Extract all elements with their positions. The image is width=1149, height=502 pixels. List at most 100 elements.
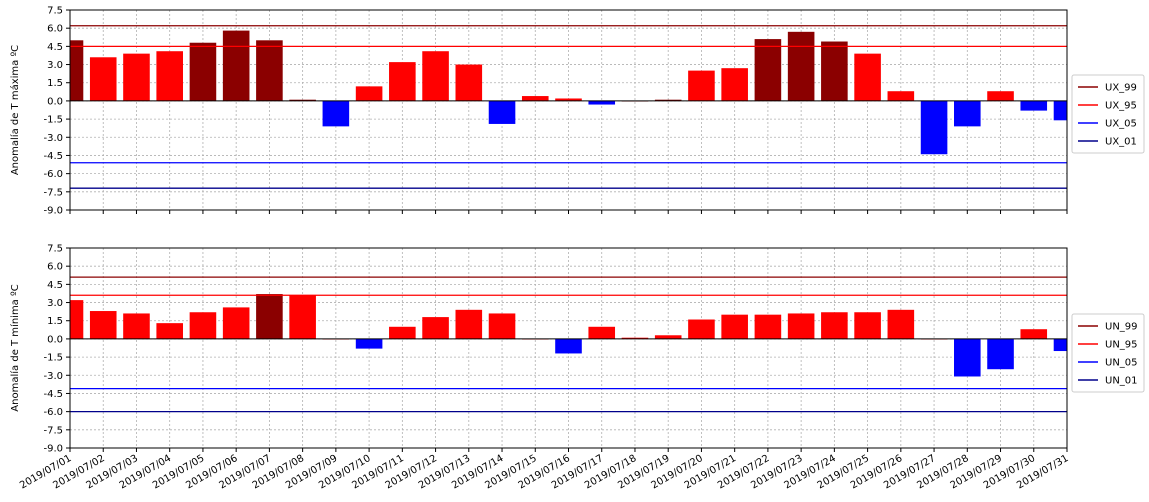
- legend-label-UN_05: UN_05: [1105, 358, 1138, 369]
- bar-2019/07/05: [189, 312, 217, 339]
- y-tick-label: -7.5: [43, 187, 63, 198]
- bar-2019/07/20: [688, 319, 715, 339]
- bar-2019/07/22: [754, 39, 782, 101]
- legend-label-UX_99: UX_99: [1105, 83, 1137, 94]
- bar-2019/07/01: [70, 40, 84, 101]
- bar-2019/07/17: [588, 326, 616, 339]
- bar-2019/07/25: [854, 53, 881, 101]
- bar-2019/07/04: [156, 51, 183, 101]
- bar-2019/07/14: [488, 100, 516, 124]
- bar-2019/07/03: [123, 53, 150, 101]
- bar-2019/07/29: [987, 91, 1014, 101]
- bar-2019/07/19: [654, 335, 682, 339]
- bars-group: [70, 30, 1067, 155]
- y-tick-label: 3.0: [47, 60, 63, 71]
- bar-2019/07/26: [887, 91, 915, 101]
- legend-label-UX_95: UX_95: [1105, 101, 1137, 112]
- legend-label-UX_05: UX_05: [1105, 119, 1137, 130]
- y-tick-label: 4.5: [47, 280, 63, 291]
- y-tick-label: -9.0: [43, 444, 63, 455]
- bar-2019/07/03: [123, 313, 150, 339]
- bar-2019/07/28: [954, 338, 981, 377]
- y-tick-label: 1.5: [47, 78, 63, 89]
- bar-2019/07/17: [588, 100, 616, 105]
- bar-2019/07/15: [521, 96, 549, 101]
- y-axis-title: Anomalía de T máxima ºC: [9, 45, 21, 175]
- legend-label-UN_01: UN_01: [1105, 376, 1138, 387]
- bar-2019/07/23: [787, 313, 815, 339]
- y-tick-label: -7.5: [43, 425, 63, 436]
- bar-2019/07/06: [222, 307, 250, 339]
- bar-2019/07/29: [987, 338, 1014, 370]
- bar-2019/07/27: [920, 100, 948, 155]
- y-tick-label: 3.0: [47, 298, 63, 309]
- legend: UN_99 UN_95 UN_05 UN_01: [1071, 313, 1145, 393]
- bar-2019/07/08: [289, 99, 316, 101]
- y-tick-label: 7.5: [47, 244, 63, 255]
- bar-2019/07/05: [189, 42, 217, 101]
- y-tick-label: 6.0: [47, 24, 63, 35]
- chart-panel-2: 7.5 6.0 4.5 3.0 1.5 0.0 -1.5 -3.0 -4.5 -6.0 -7.5 -9…: [9, 244, 1145, 491]
- bar-2019/07/31: [1053, 338, 1067, 352]
- bar-2019/07/10: [355, 338, 383, 349]
- bar-2019/07/20: [688, 70, 715, 101]
- bar-2019/07/14: [488, 313, 516, 339]
- y-tick-label: 7.5: [47, 6, 63, 17]
- bar-2019/07/16: [555, 338, 582, 354]
- y-tick-label: -6.0: [43, 407, 63, 418]
- bar-2019/07/24: [821, 41, 848, 101]
- y-tick-label: -3.0: [43, 133, 63, 144]
- bar-2019/07/09: [322, 100, 350, 127]
- bar-2019/07/30: [1020, 329, 1048, 339]
- bar-2019/07/12: [422, 317, 449, 339]
- bar-2019/07/08: [289, 295, 316, 339]
- bar-2019/07/01: [70, 300, 84, 339]
- bar-2019/07/28: [954, 100, 981, 127]
- bar-2019/07/19: [654, 99, 682, 101]
- bar-2019/07/02: [89, 57, 117, 101]
- bar-2019/07/04: [156, 323, 183, 339]
- y-tick-label: -9.0: [43, 206, 63, 217]
- bar-2019/07/10: [355, 86, 383, 101]
- legend-label-UX_01: UX_01: [1105, 137, 1137, 148]
- y-tick-label: 6.0: [47, 262, 63, 273]
- bar-2019/07/07: [256, 294, 283, 339]
- bar-2019/07/26: [887, 309, 915, 339]
- bar-2019/07/23: [787, 31, 815, 101]
- bar-2019/07/18: [621, 337, 649, 339]
- y-tick-label: 4.5: [47, 42, 63, 53]
- bar-2019/07/16: [555, 98, 582, 101]
- y-tick-label: -4.5: [43, 151, 63, 162]
- legend-box: [1071, 74, 1145, 154]
- bar-2019/07/06: [222, 30, 250, 101]
- y-tick-label: -6.0: [43, 169, 63, 180]
- y-tick-label: -1.5: [43, 115, 63, 126]
- bar-2019/07/21: [721, 68, 748, 101]
- y-tick-label: 1.5: [47, 316, 63, 327]
- y-axis-title: Anomalía de T mínima ºC: [9, 284, 21, 411]
- chart-panel-1: 7.5 6.0 4.5 3.0 1.5 0.0 -1.5 -3.0 -4.5 -6.0 -7.5 -9…: [9, 6, 1145, 217]
- bar-2019/07/13: [455, 309, 483, 339]
- legend-label-UN_95: UN_95: [1105, 340, 1138, 351]
- bar-2019/07/22: [754, 314, 782, 339]
- bar-2019/07/07: [256, 40, 283, 101]
- y-tick-label: -1.5: [43, 353, 63, 364]
- bar-2019/07/24: [821, 312, 848, 339]
- bar-2019/07/02: [89, 311, 117, 339]
- y-tick-label: -3.0: [43, 371, 63, 382]
- bars-group: [70, 294, 1067, 377]
- bar-2019/07/11: [389, 326, 416, 339]
- legend-box: [1071, 313, 1145, 393]
- bar-2019/07/21: [721, 314, 748, 339]
- bar-2019/07/25: [854, 312, 881, 339]
- bar-2019/07/30: [1020, 100, 1048, 111]
- legend-label-UN_99: UN_99: [1105, 322, 1138, 333]
- y-tick-label: 0.0: [47, 334, 63, 345]
- y-tick-label: 0.0: [47, 96, 63, 107]
- legend: UX_99 UX_95 UX_05 UX_01: [1071, 74, 1145, 154]
- bar-2019/07/31: [1053, 100, 1067, 121]
- bar-2019/07/13: [455, 64, 483, 101]
- y-tick-label: -4.5: [43, 389, 63, 400]
- bar-2019/07/11: [389, 62, 416, 101]
